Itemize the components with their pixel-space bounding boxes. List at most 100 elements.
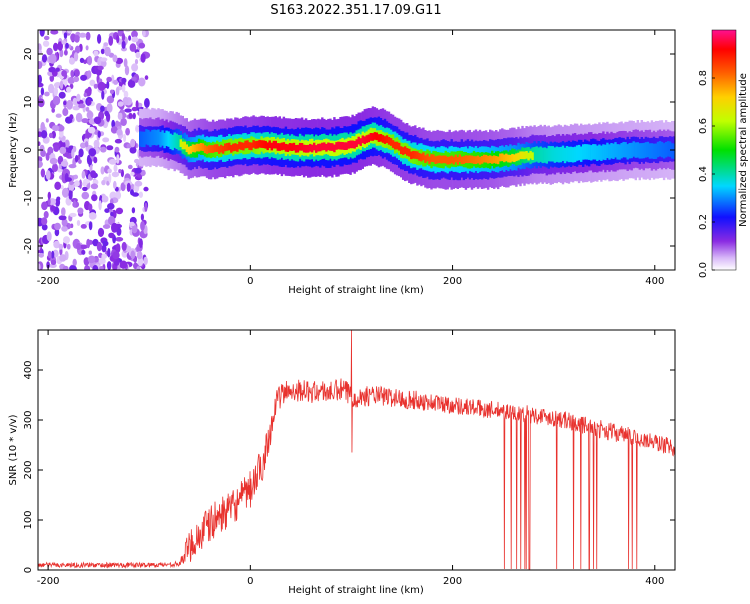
ridge-cell: [165, 130, 168, 146]
noise-blob: [108, 232, 115, 239]
noise-blob: [61, 70, 67, 77]
noise-blob: [129, 146, 137, 154]
noise-blob: [128, 112, 133, 119]
ridge-cell: [311, 144, 314, 153]
noise-blob: [47, 191, 51, 200]
noise-blob: [47, 197, 51, 206]
ridge-cell: [478, 156, 482, 165]
noise-blob: [74, 155, 79, 163]
ridge-cell: [484, 154, 488, 163]
ridge-cell: [151, 129, 154, 146]
ridge-cell: [529, 150, 532, 159]
y-tick-label: -10: [23, 190, 34, 206]
noise-blob: [108, 173, 112, 184]
noise-blob: [121, 77, 127, 84]
noise-blob: [97, 130, 101, 138]
noise-blob: [93, 139, 100, 148]
noise-blob: [106, 95, 115, 104]
ridge-cell: [183, 141, 186, 150]
noise-blob: [89, 163, 93, 173]
ridge-cell: [179, 139, 182, 147]
noise-blob: [38, 98, 45, 108]
ridge-cell: [664, 142, 668, 158]
noise-blob: [100, 105, 105, 112]
noise-blob: [108, 35, 114, 46]
noise-blob: [74, 45, 81, 54]
noise-blob: [106, 103, 113, 113]
noise-blob: [63, 236, 70, 244]
noise-blob: [97, 65, 104, 71]
ridge-cell: [628, 143, 631, 159]
ridge-cell: [466, 155, 470, 164]
ridge-cell: [555, 146, 559, 162]
noise-blob: [44, 91, 50, 97]
noise-blob: [51, 107, 55, 113]
ridge-cell: [636, 142, 639, 158]
ridge-cell: [369, 133, 372, 141]
noise-blob: [103, 42, 109, 47]
noise-blob: [98, 257, 106, 265]
noise-blob: [112, 251, 120, 260]
ridge-cell: [533, 147, 536, 163]
ridge-cell: [626, 144, 629, 160]
noise-blob: [111, 222, 118, 233]
ridge-cell: [304, 145, 308, 153]
ridge-cell: [256, 140, 259, 149]
ridge-cell: [315, 145, 318, 153]
ridge-cell: [173, 132, 176, 148]
noise-blob: [121, 84, 126, 93]
noise-blob: [78, 148, 84, 158]
ridge-cell: [624, 142, 627, 158]
noise-blob: [68, 164, 77, 169]
snr-frame: [37, 329, 676, 571]
noise-blob: [54, 181, 62, 190]
noise-blob: [73, 200, 77, 208]
noise-blob: [72, 105, 80, 111]
noise-blob: [124, 108, 132, 113]
colorbar-tick-label: 0.4: [698, 166, 709, 182]
noise-blob: [140, 169, 146, 177]
ridge-cell: [614, 142, 617, 158]
noise-blob: [101, 90, 105, 100]
noise-blob: [50, 205, 56, 212]
noise-blob: [74, 35, 80, 43]
noise-blob: [45, 152, 50, 161]
y-tick-label: 200: [23, 460, 34, 479]
noise-blob: [135, 51, 141, 59]
noise-blob: [121, 241, 127, 251]
noise-blob: [76, 220, 81, 226]
ridge-cell: [331, 143, 334, 151]
noise-blob: [92, 265, 99, 270]
ridge-cell: [644, 142, 648, 158]
noise-blob: [132, 112, 136, 120]
ridge-cell: [242, 142, 245, 151]
noise-blob: [40, 121, 45, 132]
ridge-cell: [216, 144, 219, 152]
ridge-cell: [294, 145, 298, 153]
noise-blob: [104, 46, 111, 57]
ridge-cell: [333, 144, 336, 153]
ridge-cell: [280, 142, 284, 151]
noise-blob: [81, 170, 86, 179]
noise-blob: [76, 242, 81, 250]
noise-blob: [56, 196, 61, 202]
ridge-cell: [602, 144, 605, 160]
spectrogram-y-axis-label: Frequency (Hz): [8, 112, 19, 188]
noise-blob: [111, 171, 120, 178]
ridge-cell: [171, 134, 174, 151]
noise-blob: [46, 261, 50, 269]
ridge-cell: [541, 147, 544, 164]
ridge-cell: [410, 151, 413, 160]
ridge-cell: [460, 156, 463, 165]
noise-blob: [117, 101, 124, 107]
x-tick-label: -200: [37, 276, 60, 287]
noise-blob: [127, 79, 136, 88]
ridge-cell: [250, 142, 253, 151]
noise-blob: [104, 208, 110, 214]
noise-blob: [140, 221, 145, 231]
y-tick-label: 10: [23, 96, 34, 109]
noise-blob: [97, 81, 106, 91]
ridge-cell: [408, 148, 411, 157]
ridge-cell: [361, 135, 364, 144]
ridge-cell: [195, 143, 199, 152]
